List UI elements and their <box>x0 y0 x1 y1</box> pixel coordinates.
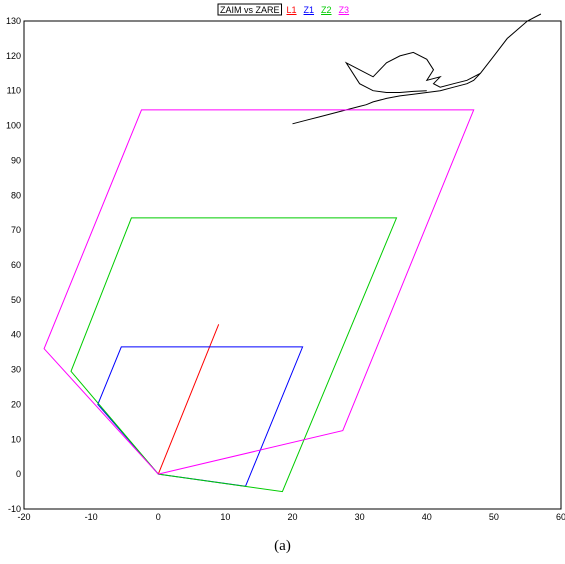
x-tick-label: -10 <box>85 512 98 522</box>
y-tick-label: 130 <box>6 16 21 26</box>
y-tick-label: 30 <box>11 365 21 375</box>
x-tick-label: 10 <box>220 512 230 522</box>
legend-item-l1: L1 <box>287 5 297 15</box>
y-tick-label: 110 <box>7 86 21 96</box>
legend-item-z1: Z1 <box>304 5 315 15</box>
series-z3 <box>43 109 475 475</box>
series-l1 <box>157 324 220 475</box>
chart-axes <box>23 20 562 510</box>
legend-item-z3: Z3 <box>339 5 350 15</box>
y-tick-label: 10 <box>11 434 21 444</box>
x-tick-label: 40 <box>422 512 432 522</box>
y-tick-label: 80 <box>11 190 21 200</box>
y-tick-label: 0 <box>16 469 21 479</box>
y-tick-label: 70 <box>11 225 21 235</box>
y-tick-label: 40 <box>11 330 21 340</box>
series-z2 <box>70 217 398 493</box>
y-tick-label: 120 <box>6 51 21 61</box>
chart-tick-labels: -20 -10 0 10 20 30 40 50 60-10010203040506070809… <box>6 16 565 522</box>
legend-box <box>217 3 283 16</box>
y-tick-label: 90 <box>11 155 21 165</box>
y-tick-label: 20 <box>11 399 21 409</box>
plot-frame <box>23 20 562 510</box>
series-zaim-vs-zare <box>292 13 542 125</box>
legend-item-z2: Z2 <box>321 5 332 15</box>
x-tick-label: 50 <box>489 512 499 522</box>
figure-caption: (a) <box>274 538 291 554</box>
y-tick-label: 60 <box>11 260 21 270</box>
x-tick-label: 30 <box>355 512 365 522</box>
chart-legend: ZAIM vs ZARE L1 Z1 Z2 Z3 <box>217 3 350 16</box>
x-tick-label: -20 <box>17 512 30 522</box>
y-tick-label: 50 <box>11 295 21 305</box>
x-tick-label: 0 <box>156 512 161 522</box>
y-tick-label: -10 <box>8 504 21 514</box>
legend-item-zaim-vs-zare: ZAIM vs ZARE <box>220 5 280 15</box>
x-tick-label: 60 <box>556 512 565 522</box>
chart-series <box>43 13 542 493</box>
x-tick-label: 20 <box>287 512 297 522</box>
y-tick-label: 100 <box>6 121 21 131</box>
